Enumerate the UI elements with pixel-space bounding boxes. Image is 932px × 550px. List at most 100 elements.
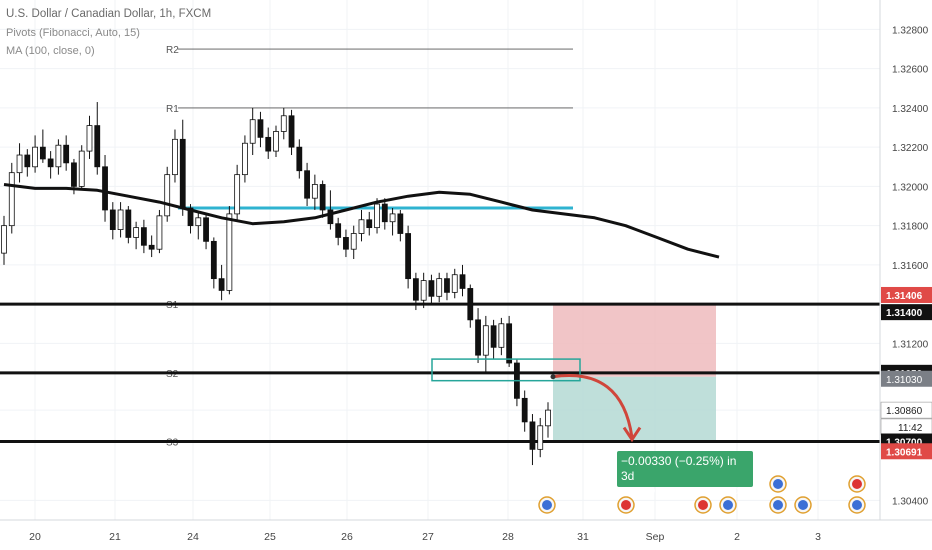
time-axis-tick: 26 — [341, 531, 353, 543]
candle-body — [296, 146, 303, 172]
candle-body — [498, 323, 505, 348]
highlight-box — [431, 358, 581, 382]
candle-body — [319, 184, 326, 211]
price-label: 1.30691 — [886, 447, 923, 458]
price-label-box — [881, 443, 932, 460]
candle-body — [187, 207, 194, 227]
candle-body — [366, 219, 373, 229]
candle-body — [94, 125, 101, 168]
candle-body — [304, 170, 310, 199]
candle-body — [39, 146, 46, 160]
time-axis-tick: 28 — [502, 531, 514, 543]
event-flag-icon-inner — [621, 500, 631, 510]
candle-body — [1, 225, 7, 254]
candle-body — [71, 162, 77, 187]
candle-body — [47, 158, 54, 168]
candle-body — [545, 409, 551, 427]
candle-body — [140, 227, 147, 246]
candle-body — [350, 233, 357, 250]
pivot-label-r2: R2 — [166, 45, 179, 56]
event-flag-icon-inner — [773, 500, 783, 510]
measure-tooltip: −0.00330 (−0.25%) in 3d 1.30710 ◷ 2020-0… — [617, 451, 753, 497]
candle-body — [311, 184, 318, 199]
event-flag-icon-inner — [542, 500, 552, 510]
candle-body — [451, 274, 458, 293]
candle-body — [242, 142, 248, 176]
price-label-box — [881, 304, 932, 321]
candle-body — [164, 174, 171, 217]
candle-body — [490, 325, 497, 348]
event-flag-icon-inner — [723, 500, 733, 510]
candle-body — [63, 144, 70, 164]
event-flag-icon-inner — [698, 500, 708, 510]
forecast-start-point — [550, 374, 556, 380]
candle-body — [234, 174, 241, 215]
event-flag-icon-inner — [852, 500, 862, 510]
candle-body — [381, 203, 388, 223]
price-axis-tick: 1.30400 — [892, 496, 929, 507]
candle-body — [249, 119, 256, 144]
candle-body — [327, 209, 334, 225]
forecast-arrow — [552, 374, 634, 438]
candle-body — [521, 397, 528, 423]
candle-body — [482, 325, 489, 356]
candle-body — [537, 425, 544, 450]
candle-body — [32, 146, 38, 168]
time-axis-tick: 2 — [734, 531, 740, 543]
time-axis-tick: 25 — [264, 531, 276, 543]
candle-body — [257, 119, 264, 138]
price-label-box — [881, 370, 932, 387]
price-axis-tick: 1.32800 — [892, 25, 929, 36]
candle-body — [444, 278, 450, 293]
candle-body — [529, 421, 536, 450]
candle-body — [172, 138, 178, 176]
candle-body — [203, 217, 209, 242]
candle-body — [358, 219, 365, 234]
candle-body — [506, 323, 513, 364]
candle-body — [280, 115, 287, 132]
candle-body — [218, 278, 225, 291]
price-axis-tick: 1.32600 — [892, 65, 929, 76]
ma-indicator-label[interactable]: MA (100, close, 0) — [6, 45, 95, 57]
candle-body — [343, 237, 349, 250]
candle-body — [405, 233, 412, 280]
candle-body — [273, 131, 279, 152]
candle-body — [436, 278, 443, 297]
candle-body — [459, 274, 466, 289]
price-label-box — [881, 286, 932, 303]
measure-change: −0.00330 (−0.25%) in 3d — [621, 454, 737, 483]
candle-body — [265, 136, 272, 152]
candle-body — [179, 138, 186, 209]
candle-body — [288, 115, 295, 148]
candle-body — [24, 154, 31, 168]
time-axis-tick: 3 — [815, 531, 821, 543]
candle-body — [125, 209, 132, 238]
time-axis-tick: 24 — [187, 531, 199, 543]
price-axis-tick: 1.31800 — [892, 222, 929, 233]
event-flag-icon-inner — [798, 500, 808, 510]
candle-body — [86, 125, 93, 152]
candle-body — [420, 280, 427, 301]
event-flag-icon-inner — [852, 479, 862, 489]
price-label-box — [880, 401, 932, 419]
candle-body — [133, 227, 140, 238]
candle-body — [117, 209, 124, 230]
price-label: 1.30860 — [886, 406, 923, 417]
candle-body — [16, 154, 23, 174]
candle-body — [374, 203, 380, 229]
pivot-label-r1: R1 — [166, 104, 179, 115]
candle-body — [428, 280, 435, 297]
candle-body — [389, 213, 396, 223]
candle-body — [335, 223, 342, 238]
price-axis-tick: 1.31600 — [892, 261, 929, 272]
candle-body — [102, 166, 108, 211]
time-axis-tick: 31 — [577, 531, 589, 543]
pivots-indicator-label[interactable]: Pivots (Fibonacci, Auto, 15) — [6, 27, 140, 39]
candle-body — [148, 244, 155, 250]
price-axis-tick: 1.32200 — [892, 143, 929, 154]
candle-body — [55, 144, 62, 168]
price-label: 11:42 — [898, 423, 923, 434]
ma-line — [3, 183, 720, 259]
stop-loss-zone — [553, 302, 716, 377]
